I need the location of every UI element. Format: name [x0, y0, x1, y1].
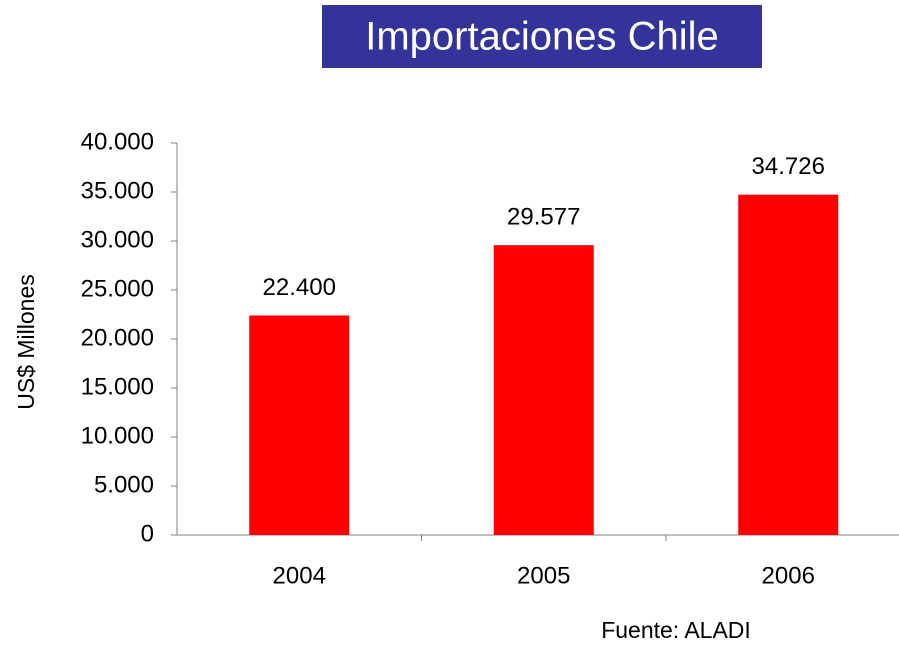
- source-note: Fuente: ALADI: [601, 617, 751, 643]
- y-tick-label: 10.000: [81, 422, 154, 449]
- bar: [738, 194, 839, 536]
- x-tick-label: 2004: [273, 562, 326, 589]
- chart-title: Importaciones Chile: [365, 15, 719, 59]
- y-tick-label: 15.000: [81, 373, 154, 400]
- y-tick-label: 5.000: [94, 471, 154, 498]
- title-box: [322, 5, 762, 68]
- value-label: 22.400: [263, 274, 336, 301]
- y-tick-label: 20.000: [81, 324, 154, 351]
- y-tick-label: 35.000: [81, 177, 154, 204]
- value-label: 34.726: [752, 153, 825, 180]
- y-axis-label: US$ Millones: [13, 274, 39, 410]
- value-label: 29.577: [507, 203, 580, 230]
- bar: [493, 245, 594, 536]
- bar: [249, 315, 350, 535]
- x-tick-label: 2006: [762, 562, 815, 589]
- x-tick-label: 2005: [517, 562, 570, 589]
- y-tick-label: 30.000: [81, 226, 154, 253]
- y-tick-label: 25.000: [81, 275, 154, 302]
- y-tick-label: 0: [141, 520, 154, 547]
- y-tick-label: 40.000: [81, 128, 154, 155]
